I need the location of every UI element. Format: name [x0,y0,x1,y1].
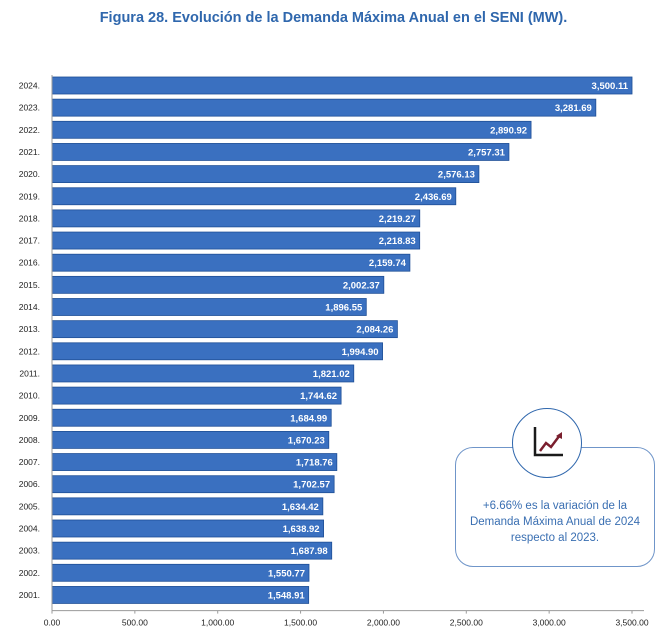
value-label: 2,084.26 [356,325,393,336]
category-label: 2004. [19,524,40,534]
value-label: 2,436.69 [415,192,452,203]
bar [51,453,338,471]
bar [51,298,367,316]
category-label: 2020. [19,169,40,179]
category-label: 2018. [19,213,40,223]
value-label: 1,634.42 [282,502,319,513]
value-label: 1,550.77 [268,568,305,579]
category-label: 2006. [19,479,40,489]
category-label: 2022. [19,125,40,135]
category-label: 2023. [19,103,40,113]
value-label: 2,002.37 [343,280,380,291]
category-label: 2019. [19,191,40,201]
bar [51,143,510,161]
category-label: 2016. [19,258,40,268]
bars-layer: 2024. 3,500.11 2023. 3,281.69 2022. 2,890.92 2… [19,76,633,604]
value-label: 1,684.99 [290,413,327,424]
value-label: 1,896.55 [325,303,363,314]
x-tick-label: 500.00 [122,618,148,628]
bar [51,320,398,339]
bar [51,364,355,383]
bar [51,386,342,405]
category-label: 2002. [19,568,40,578]
category-label: 2005. [19,501,40,511]
value-label: 3,281.69 [555,103,592,114]
category-label: 2012. [19,346,40,356]
value-label: 1,638.92 [283,524,320,535]
bar [51,275,385,294]
category-label: 2013. [19,324,40,334]
value-label: 1,718.76 [296,458,333,469]
category-label: 2011. [19,368,40,378]
bar [51,165,480,184]
bar [51,76,633,95]
category-label: 2008. [19,435,40,445]
value-label: 2,219.27 [379,214,416,225]
category-label: 2007. [19,457,40,467]
value-label: 2,576.13 [438,170,475,181]
category-label: 2021. [19,147,40,157]
value-label: 3,500.11 [592,81,629,92]
value-label: 1,702.57 [293,480,330,491]
value-label: 1,744.62 [300,391,337,402]
bar [51,231,421,250]
category-label: 2009. [19,413,40,423]
value-label: 2,757.31 [468,147,506,158]
value-label: 1,670.23 [288,435,325,446]
x-tick-label: 2,000.00 [367,618,400,628]
value-label: 1,821.02 [313,369,350,380]
category-label: 2001. [19,590,40,600]
bar [51,475,335,494]
value-label: 2,218.83 [379,236,416,247]
category-label: 2003. [19,546,40,556]
x-axis: 0.00 500.00 1,000.00 1,500.00 2,000.00 2,500.… [44,75,649,628]
category-label: 2024. [19,81,40,91]
category-label: 2010. [19,391,40,401]
x-tick-label: 1,500.00 [284,618,317,628]
x-tick-label: 1,000.00 [201,618,234,628]
value-label: 1,687.98 [291,546,328,557]
bar [51,120,532,139]
x-tick-label: 3,000.00 [533,618,566,628]
rising-line-chart-icon [512,408,582,478]
chart-title: Figura 28. Evolución de la Demanda Máxim… [99,10,568,26]
bar [51,98,597,117]
value-label: 2,159.74 [369,258,407,269]
bar [51,187,457,206]
x-tick-label: 0.00 [44,618,61,628]
value-label: 1,994.90 [342,347,379,358]
category-label: 2017. [19,236,40,246]
bar [51,342,383,361]
category-label: 2014. [19,302,40,312]
x-tick-label: 3,500.00 [615,618,648,628]
value-label: 1,548.91 [268,590,306,601]
callout-text: +6.66% es la variación de la Demanda Máx… [469,500,641,544]
bar [51,209,421,228]
category-label: 2015. [19,280,40,290]
x-tick-label: 2,500.00 [450,618,483,628]
bar [51,253,411,272]
value-label: 2,890.92 [490,125,527,136]
